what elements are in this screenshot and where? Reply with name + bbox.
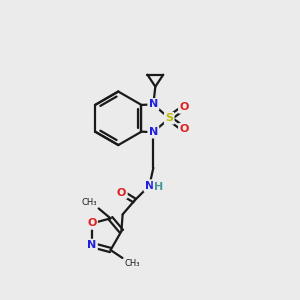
Text: CH₃: CH₃ (124, 259, 140, 268)
Text: S: S (165, 113, 173, 123)
Text: CH₃: CH₃ (81, 199, 97, 208)
Text: O: O (87, 218, 97, 228)
Text: N: N (149, 127, 158, 137)
Text: O: O (179, 102, 189, 112)
Text: N: N (149, 99, 158, 110)
Text: H: H (154, 182, 163, 192)
Text: N: N (87, 240, 97, 250)
Text: N: N (145, 181, 154, 191)
Text: O: O (117, 188, 126, 198)
Text: O: O (179, 124, 189, 134)
